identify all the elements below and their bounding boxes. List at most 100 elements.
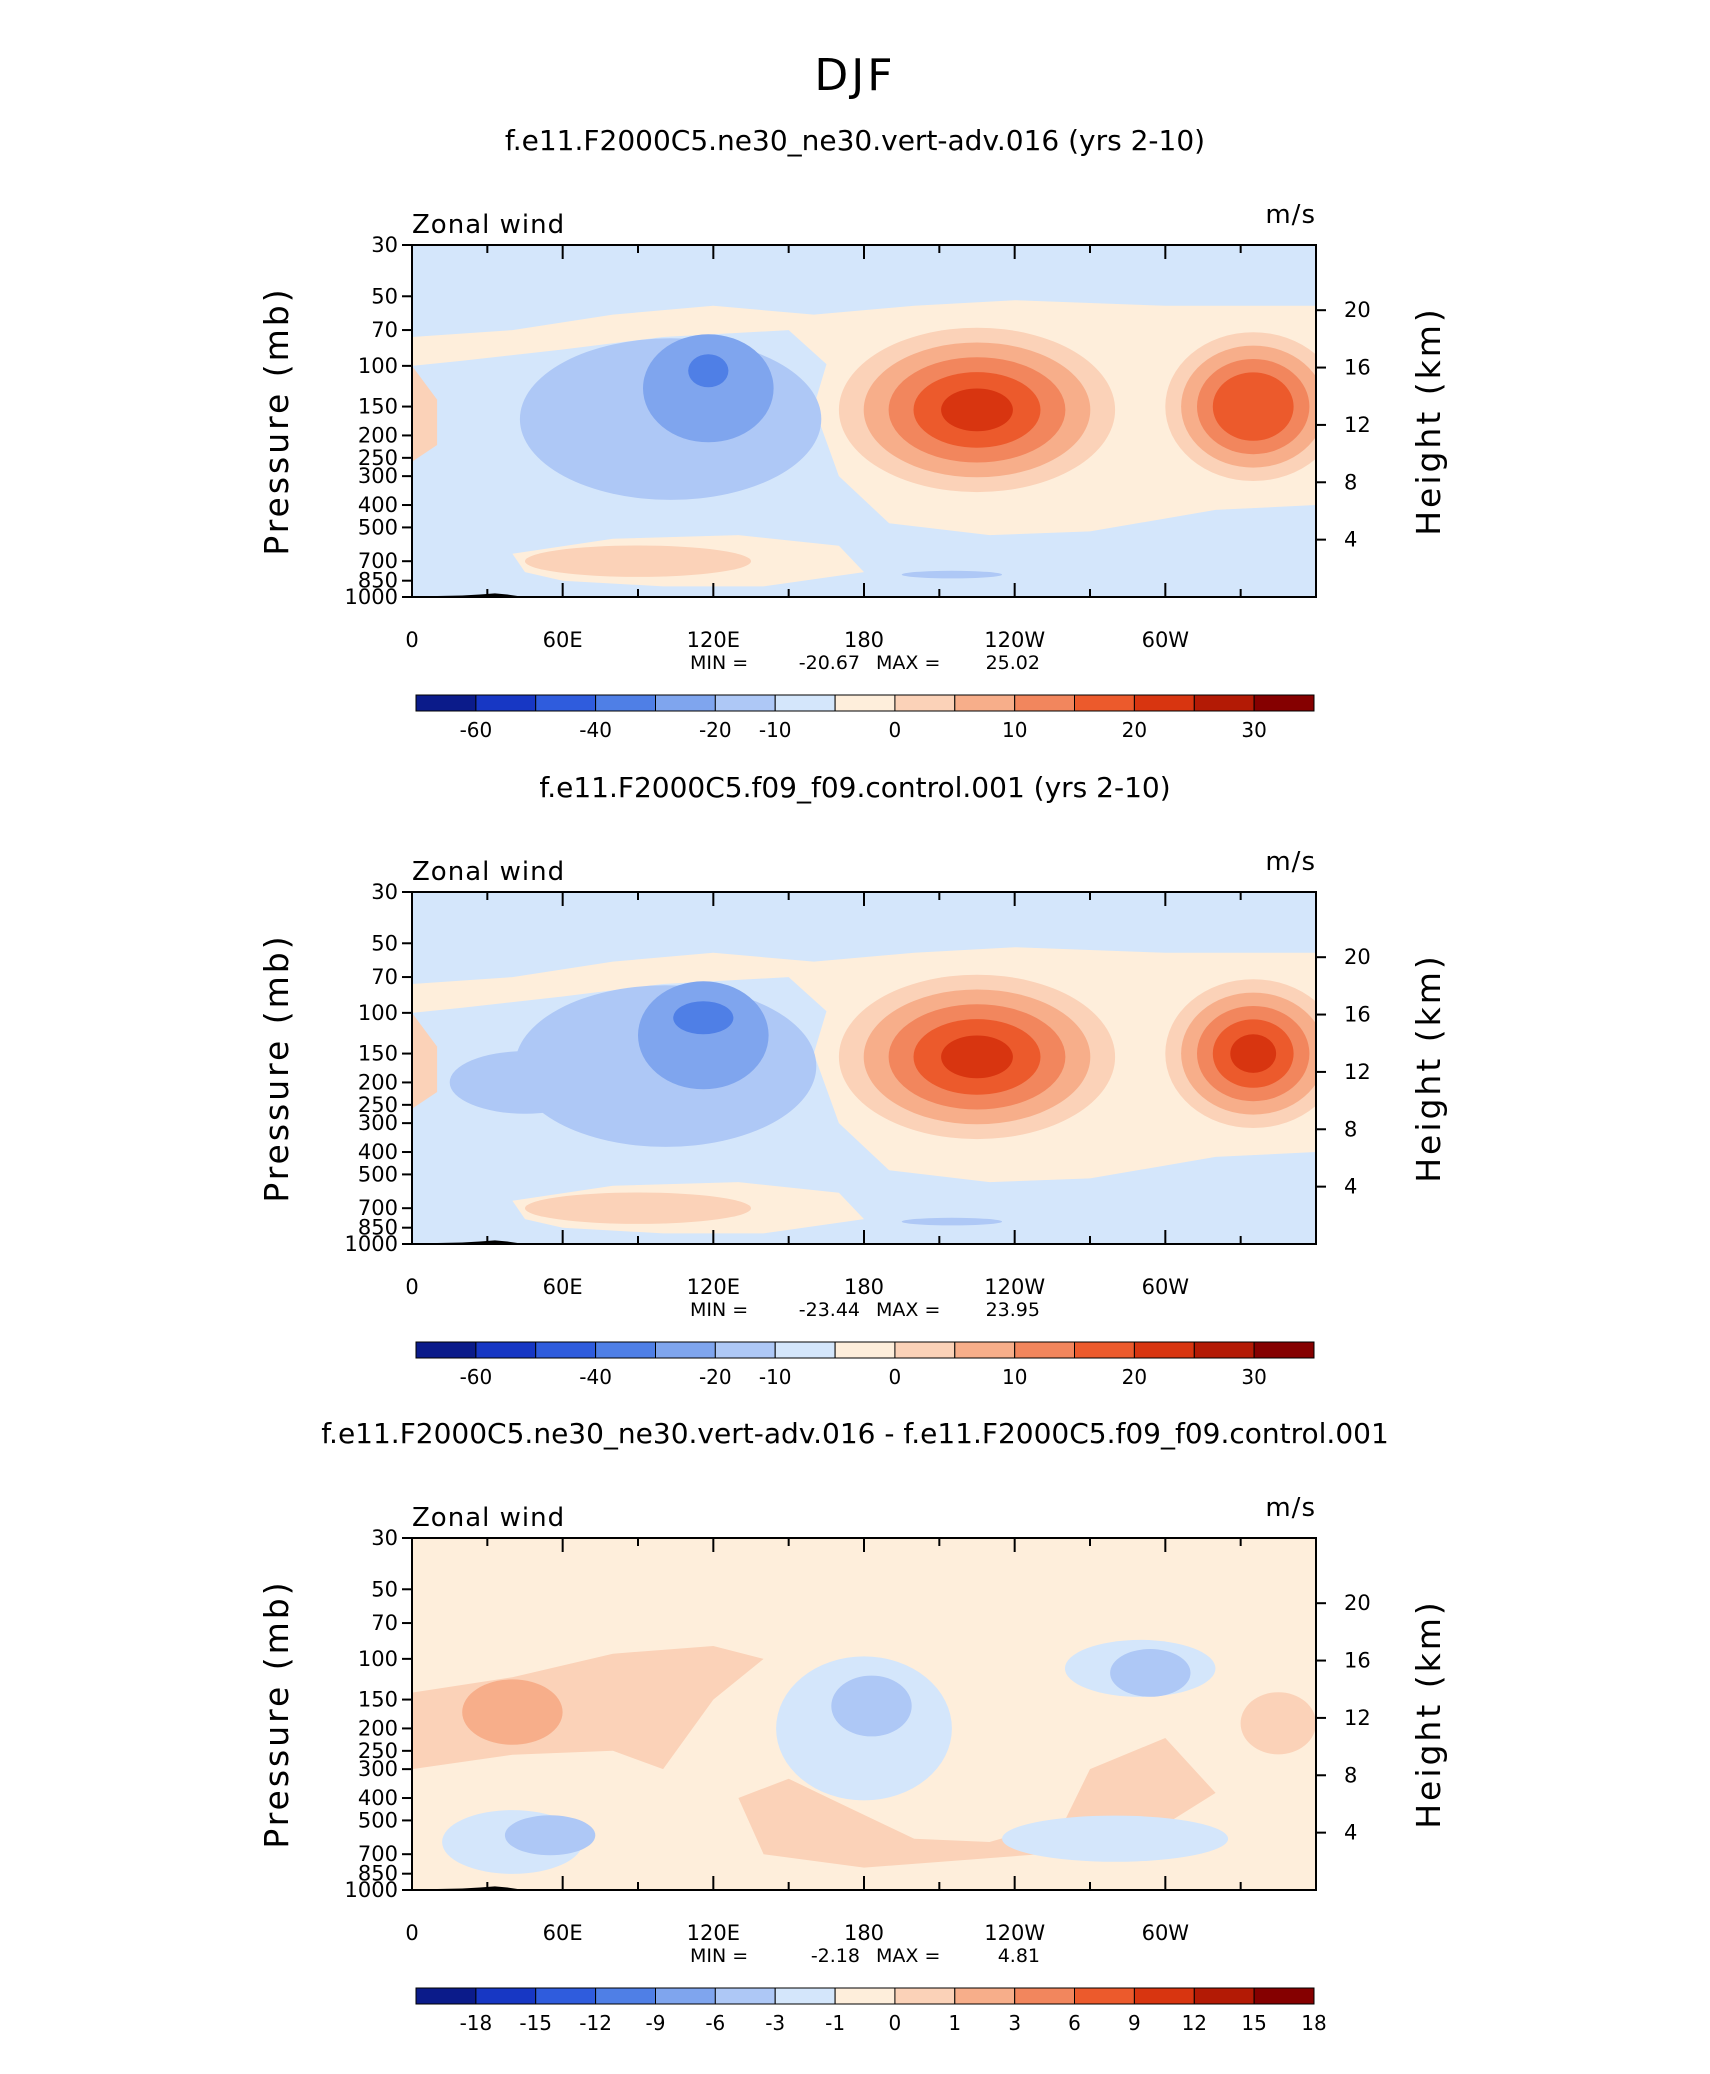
y-tick-label: 70 — [371, 1611, 398, 1635]
colorbar-swatch — [415, 1987, 477, 2005]
jet-contour — [1230, 1034, 1277, 1073]
colorbar-label: 30 — [1241, 1365, 1266, 1389]
y-tick-label: 500 — [358, 1162, 398, 1186]
x-tick-label: 120W — [984, 1921, 1045, 1945]
colorbar-swatch — [1133, 1341, 1195, 1359]
colorbar-swatch — [834, 1987, 896, 2005]
y2-tick-label: 20 — [1344, 1591, 1371, 1615]
colorbar-swatch — [774, 1341, 836, 1359]
colorbar-label: 6 — [1068, 2011, 1081, 2035]
y-tick-label: 500 — [358, 515, 398, 539]
colorbar-label: -10 — [759, 718, 792, 742]
panel-title: f.e11.F2000C5.ne30_ne30.vert-adv.016 - f… — [321, 1417, 1389, 1450]
colorbar-label: -18 — [460, 2011, 493, 2035]
x-tick-label: 120E — [687, 1275, 740, 1299]
x-tick-label: 60E — [543, 1275, 583, 1299]
y-tick-label: 30 — [371, 1526, 398, 1550]
colorbar-swatch — [834, 694, 896, 712]
jet-contour — [941, 388, 1013, 432]
colorbar-label: 9 — [1128, 2011, 1141, 2035]
contour-field — [412, 1538, 1316, 1890]
colorbar-label: 10 — [1002, 718, 1027, 742]
colorbar-swatch — [415, 694, 477, 712]
y-tick-label: 250 — [358, 1093, 398, 1117]
x-tick-label: 180 — [844, 1921, 884, 1945]
y-tick-label: 70 — [371, 318, 398, 342]
y2-tick-label: 12 — [1344, 1706, 1371, 1730]
surface-easterly — [901, 1217, 1003, 1226]
y2-tick-label: 4 — [1344, 1175, 1357, 1199]
x-tick-label: 0 — [405, 628, 418, 652]
colorbar-swatch — [475, 694, 537, 712]
stats-min-value: -23.44 — [799, 1299, 860, 1321]
x-tick-label: 60W — [1142, 1921, 1190, 1945]
field-edge-west — [412, 365, 438, 462]
colorbar-swatch — [894, 1341, 956, 1359]
diff-positive-core — [462, 1679, 563, 1745]
colorbar-swatch — [595, 694, 656, 712]
colorbar-swatch — [1074, 1987, 1135, 2005]
easterly-contour — [643, 334, 774, 443]
y2-tick-label: 16 — [1344, 1003, 1371, 1027]
jet-contour — [941, 1035, 1013, 1079]
diff-negative — [1002, 1815, 1229, 1862]
y2-axis-title: Height (km) — [1409, 1599, 1448, 1829]
colorbar-swatch — [1074, 694, 1135, 712]
y-tick-label: 200 — [358, 1070, 398, 1094]
y-tick-label: 50 — [371, 1577, 398, 1601]
stats-min-label: MIN = — [690, 1299, 748, 1321]
x-tick-label: 60E — [543, 628, 583, 652]
stats-max-value: 4.81 — [998, 1945, 1040, 1967]
colorbar-swatch — [535, 694, 597, 712]
jet-contour — [1212, 372, 1294, 441]
colorbar-label: -12 — [579, 2011, 612, 2035]
colorbar-swatch — [415, 1341, 477, 1359]
colorbar-swatch — [655, 694, 716, 712]
stats-min-value: -2.18 — [811, 1945, 860, 1967]
colorbar-swatch — [475, 1987, 537, 2005]
colorbar-label: 3 — [1008, 2011, 1021, 2035]
y2-tick-label: 8 — [1344, 470, 1357, 494]
y-tick-label: 200 — [358, 1716, 398, 1740]
panel-title: f.e11.F2000C5.f09_f09.control.001 (yrs 2… — [539, 771, 1170, 804]
y-tick-label: 150 — [358, 395, 398, 419]
colorbar-label: 12 — [1182, 2011, 1207, 2035]
colorbar-swatch — [595, 1987, 656, 2005]
stats-max-label: MAX = — [876, 1299, 940, 1321]
y-tick-label: 700 — [358, 549, 398, 573]
x-tick-label: 60W — [1142, 628, 1190, 652]
y-tick-label: 100 — [358, 354, 398, 378]
colorbar-swatch — [1193, 694, 1255, 712]
x-tick-label: 180 — [844, 628, 884, 652]
colorbar-label: -40 — [579, 1365, 612, 1389]
diff-negative-core — [831, 1675, 912, 1737]
variable-label: Zonal wind — [412, 1503, 565, 1533]
colorbar-swatch — [1074, 1341, 1135, 1359]
x-tick-label: 120E — [687, 628, 740, 652]
panel-title: f.e11.F2000C5.ne30_ne30.vert-adv.016 (yr… — [505, 124, 1205, 157]
colorbar-label: -6 — [705, 2011, 725, 2035]
colorbar-swatch — [1014, 1987, 1076, 2005]
y-tick-label: 300 — [358, 464, 398, 488]
y-axis-title: Pressure (mb) — [257, 286, 296, 555]
colorbar-swatch — [954, 1987, 1016, 2005]
colorbar-swatch — [655, 1987, 716, 2005]
stats-min-label: MIN = — [690, 1945, 748, 1967]
y-tick-label: 1000 — [345, 585, 398, 609]
y-tick-label: 250 — [358, 1739, 398, 1763]
y-axis-title: Pressure (mb) — [257, 933, 296, 1202]
colorbar-label: 0 — [889, 1365, 902, 1389]
x-tick-label: 180 — [844, 1275, 884, 1299]
colorbar-swatch — [1253, 1987, 1315, 2005]
panels: f.e11.F2000C5.ne30_ne30.vert-adv.016 (yr… — [257, 124, 1448, 2035]
y-tick-label: 850 — [358, 569, 398, 593]
y-tick-label: 100 — [358, 1647, 398, 1671]
colorbar-label: -1 — [825, 2011, 845, 2035]
colorbar-swatch — [1133, 1987, 1195, 2005]
colorbar-swatch — [834, 1341, 896, 1359]
y-tick-label: 1000 — [345, 1878, 398, 1902]
y-tick-label: 150 — [358, 1042, 398, 1066]
y-tick-label: 850 — [358, 1862, 398, 1886]
x-tick-label: 120W — [984, 628, 1045, 652]
colorbar-label: -3 — [765, 2011, 785, 2035]
